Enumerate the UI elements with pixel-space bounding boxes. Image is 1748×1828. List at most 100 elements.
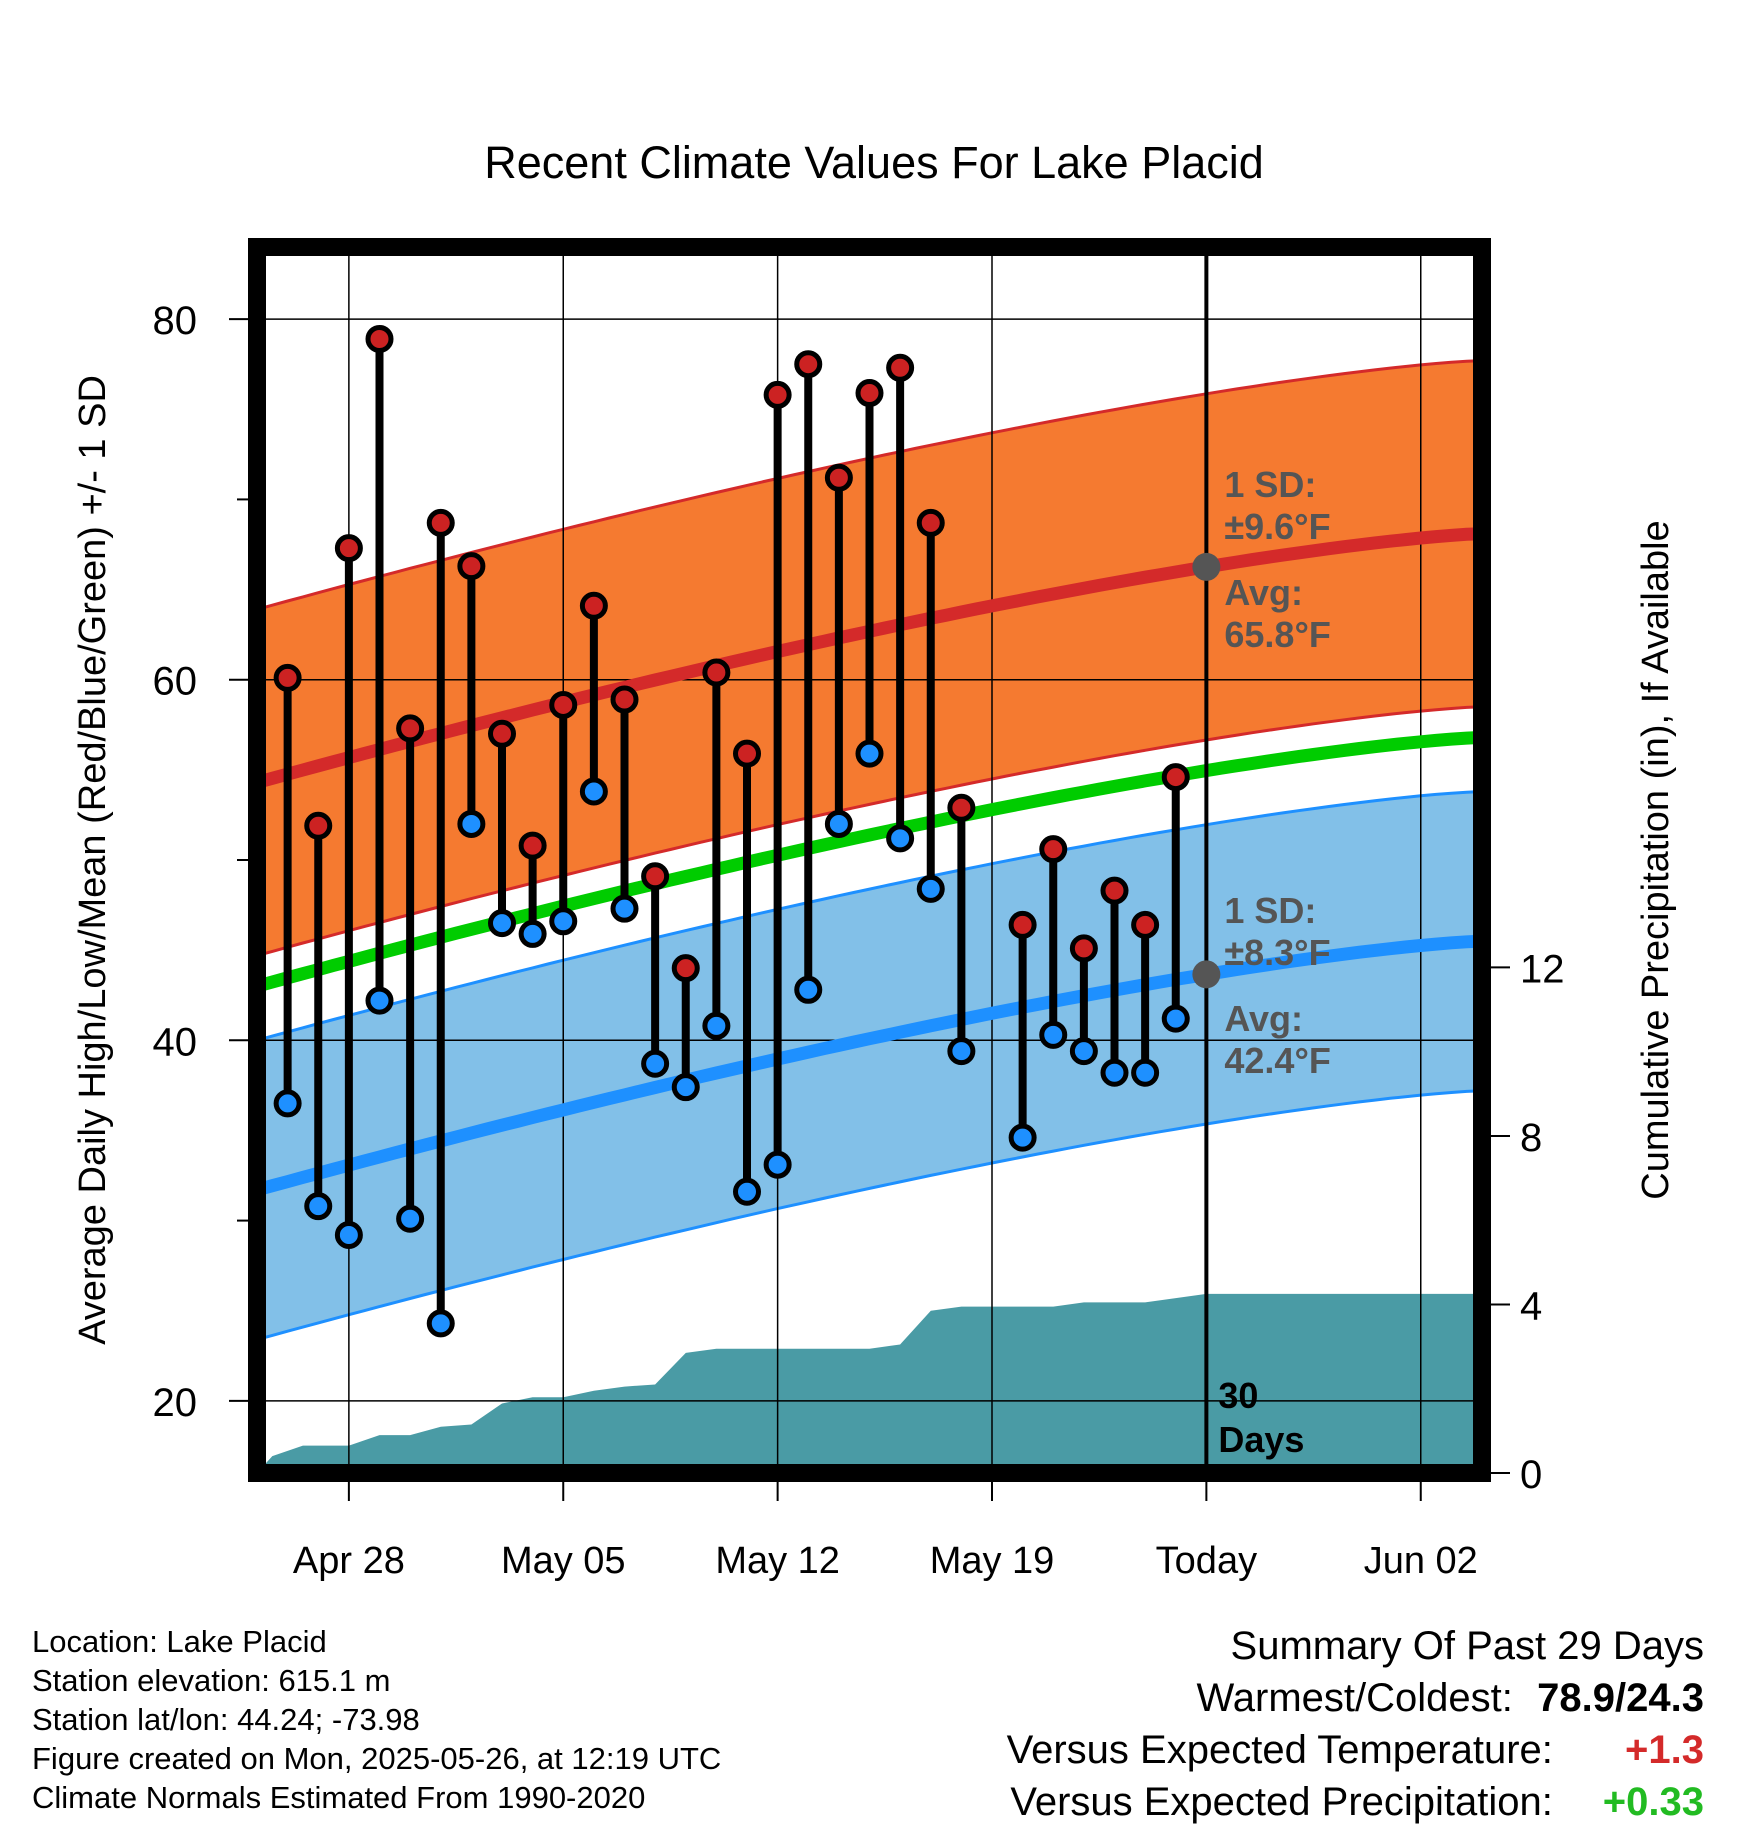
- y-right-tick-label: 0: [1520, 1453, 1542, 1497]
- daily-low-point: [1039, 1020, 1068, 1049]
- daily-high-point: [1131, 910, 1160, 939]
- high-avg-annotation: Avg: 65.8°F: [1224, 572, 1330, 655]
- daily-low-point: [671, 1073, 700, 1102]
- y-left-axis-label: Average Daily High/Low/Mean (Red/Blue/Gr…: [72, 375, 114, 1345]
- low-avg-marker: [1192, 960, 1221, 989]
- daily-low-point: [1131, 1058, 1160, 1087]
- x-tick-label: May 12: [715, 1540, 840, 1582]
- daily-high-point: [886, 353, 915, 382]
- daily-low-point: [702, 1011, 731, 1040]
- climate-chart: Recent Climate Values For Lake Placid 1 …: [72, 137, 1677, 1610]
- daily-high-point: [488, 719, 516, 748]
- y-right-axis-label: Cumulative Precipitation (in), If Availa…: [1635, 520, 1677, 1199]
- summary-title: Summary Of Past 29 Days: [1230, 1624, 1704, 1668]
- daily-high-point: [396, 714, 425, 743]
- mean-normal-line: [257, 730, 1482, 993]
- daily-high-point: [733, 739, 761, 768]
- low-sd-lower-edge: [257, 1089, 1482, 1342]
- high-sd-annotation: 1 SD: ±9.6°F: [1224, 464, 1330, 547]
- daily-high-point: [671, 954, 700, 983]
- axes: Apr 28 May 05 May 12 May 19 Today Jun 02 Day 20…: [72, 238, 1677, 1610]
- station-info: Location: Lake Placid Station elevation:…: [32, 1622, 721, 1817]
- x-tick-label: Apr 28: [293, 1540, 405, 1582]
- precip-value: +0.33: [1602, 1780, 1704, 1824]
- summary-panel: Summary Of Past 29 Days Warmest/Coldest:…: [1007, 1620, 1704, 1828]
- y-left-tick-label: 80: [153, 299, 198, 343]
- daily-high-point: [426, 508, 455, 537]
- temp-label: Versus Expected Temperature:: [1006, 1728, 1553, 1772]
- daily-low-point: [579, 777, 608, 806]
- daily-low-point: [426, 1309, 455, 1338]
- daily-high-point: [549, 690, 578, 719]
- daily-high-point: [1161, 763, 1190, 792]
- days-annotation: 30 Days: [1218, 1375, 1304, 1460]
- elevation-text: Station elevation: 615.1 m: [32, 1663, 391, 1698]
- plot-frame: [248, 238, 1491, 1482]
- daily-high-point: [518, 831, 547, 860]
- y-left-tick-label: 20: [153, 1381, 198, 1425]
- daily-low-point: [610, 894, 639, 923]
- x-tick-label: Today: [1156, 1540, 1257, 1582]
- plot-content: 1 SD: ±9.6°F Avg: 65.8°F 1 SD: ±8.3°F Avg: 42.4…: [257, 247, 1482, 1473]
- daily-high-point: [947, 793, 976, 822]
- daily-low-point: [824, 809, 853, 838]
- daily-high-point: [794, 350, 823, 379]
- daily-high-point: [304, 811, 333, 840]
- daily-low-point: [794, 975, 823, 1004]
- daily-low-point: [886, 824, 915, 853]
- y-right-tick-label: 8: [1520, 1116, 1542, 1160]
- daily-low-point: [733, 1177, 761, 1206]
- plot-area: 1 SD: ±9.6°F Avg: 65.8°F 1 SD: ±8.3°F Avg: 42.4…: [257, 247, 1482, 1473]
- x-tick-label: May 05: [501, 1540, 626, 1582]
- precip-row: Versus Expected Precipitation: +0.33: [1007, 1776, 1704, 1828]
- daily-low-point: [518, 919, 547, 948]
- daily-high-point: [1100, 876, 1129, 905]
- y-right-tick-label: 4: [1520, 1284, 1542, 1328]
- daily-low-point: [947, 1037, 976, 1066]
- y-right-tick-label: 12: [1520, 947, 1565, 991]
- daily-low-point: [1069, 1037, 1098, 1066]
- daily-high-point: [641, 862, 670, 891]
- daily-low-point: [1161, 1004, 1190, 1033]
- temp-value: +1.3: [1625, 1728, 1704, 1772]
- warm-cold-row: Warmest/Coldest: 78.9/24.3: [1007, 1672, 1705, 1724]
- daily-low-point: [365, 986, 394, 1015]
- daily-low-point: [549, 907, 578, 936]
- daily-low-point: [457, 809, 486, 838]
- latlon-text: Station lat/lon: 44.24; -73.98: [32, 1702, 420, 1737]
- normals-text: Climate Normals Estimated From 1990-2020: [32, 1780, 646, 1815]
- daily-high-point: [1069, 934, 1098, 963]
- daily-low-point: [273, 1089, 302, 1118]
- low-sd-annotation: 1 SD: ±8.3°F: [1224, 890, 1330, 973]
- daily-high-point: [457, 552, 486, 581]
- daily-low-point: [396, 1204, 425, 1233]
- high-avg-marker: [1192, 552, 1221, 581]
- chart-title: Recent Climate Values For Lake Placid: [484, 137, 1264, 188]
- daily-low-point: [855, 739, 884, 768]
- daily-low-point: [916, 874, 945, 903]
- daily-high-point: [1008, 910, 1037, 939]
- daily-high-point: [579, 591, 608, 620]
- created-text: Figure created on Mon, 2025-05-26, at 12…: [32, 1741, 722, 1776]
- daily-high-point: [916, 508, 945, 537]
- warm-cold-value: 78.9/24.3: [1537, 1676, 1704, 1720]
- temp-row: Versus Expected Temperature: +1.3: [1007, 1724, 1704, 1776]
- x-axis-label: Day: [840, 1607, 908, 1610]
- daily-low-point: [763, 1150, 792, 1179]
- daily-low-point: [488, 909, 516, 938]
- daily-low-point: [641, 1049, 670, 1078]
- location-text: Location: Lake Placid: [32, 1624, 327, 1659]
- low-normal-line: [257, 934, 1482, 1197]
- daily-low-point: [304, 1192, 333, 1221]
- daily-high-point: [824, 463, 853, 492]
- daily-low-point: [1100, 1058, 1129, 1087]
- low-sd-upper-edge: [257, 790, 1482, 1042]
- precip-label: Versus Expected Precipitation:: [1010, 1780, 1553, 1824]
- daily-high-point: [855, 379, 884, 408]
- low-avg-annotation: Avg: 42.4°F: [1224, 998, 1330, 1081]
- x-tick-label: May 19: [930, 1540, 1055, 1582]
- warm-cold-label: Warmest/Coldest:: [1196, 1676, 1513, 1720]
- daily-high-point: [334, 534, 363, 563]
- daily-high-point: [273, 663, 302, 692]
- daily-high-point: [702, 658, 731, 687]
